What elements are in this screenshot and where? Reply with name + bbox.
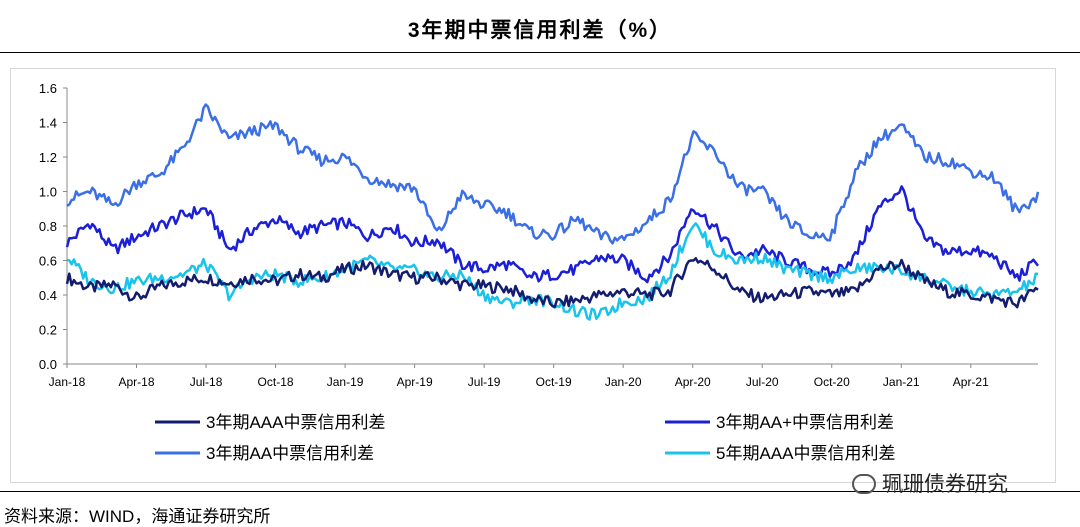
y-tick-label: 1.2 [39, 150, 57, 165]
y-tick-label: 0.0 [39, 357, 57, 372]
legend-label-3: 3年期AA中票信用利差 [206, 444, 374, 463]
source-note: 资料来源：WIND，海通证券研究所 [4, 507, 271, 526]
x-tick-label: Jul-20 [746, 375, 779, 389]
series-line-3 [66, 103, 1040, 245]
series-line-2 [65, 185, 1039, 284]
x-tick-label: Jul-18 [190, 375, 223, 389]
y-tick-label: 0.4 [39, 288, 57, 303]
watermark-text: 珮珊债券研究 [882, 473, 1008, 496]
chart-title: 3年期中票信用利差（%） [407, 19, 673, 42]
x-tick-label: Apr-21 [953, 375, 989, 389]
y-tick-label: 1.4 [39, 116, 57, 131]
x-tick-label: Jan-21 [883, 375, 920, 389]
footer-divider [0, 491, 1080, 492]
x-tick-label: Oct-19 [536, 375, 572, 389]
legend-label-4: 5年期AAA中票信用利差 [716, 444, 895, 463]
legend-label-1: 3年期AAA中票信用利差 [206, 413, 385, 432]
y-tick-label: 0.8 [39, 219, 57, 234]
title-divider [0, 52, 1080, 53]
series-line-1 [65, 257, 1039, 309]
x-tick-label: Apr-20 [675, 375, 711, 389]
x-tick-label: Oct-18 [258, 375, 294, 389]
watermark: 珮珊债券研究 [852, 468, 1008, 498]
x-tick-label: Oct-20 [814, 375, 850, 389]
y-tick-label: 0.2 [39, 323, 57, 338]
x-tick-label: Jan-19 [327, 375, 364, 389]
x-tick-label: Jan-20 [605, 375, 642, 389]
legend-label-2: 3年期AA+中票信用利差 [716, 413, 894, 432]
wechat-icon [852, 474, 876, 494]
y-tick-label: 0.6 [39, 254, 57, 269]
chart-frame [10, 68, 1056, 483]
y-tick-label: 1.0 [39, 185, 57, 200]
x-tick-label: Apr-19 [397, 375, 433, 389]
x-tick-label: Apr-18 [119, 375, 155, 389]
y-tick-label: 1.6 [39, 81, 57, 96]
x-tick-label: Jul-19 [468, 375, 501, 389]
x-tick-label: Jan-18 [49, 375, 86, 389]
